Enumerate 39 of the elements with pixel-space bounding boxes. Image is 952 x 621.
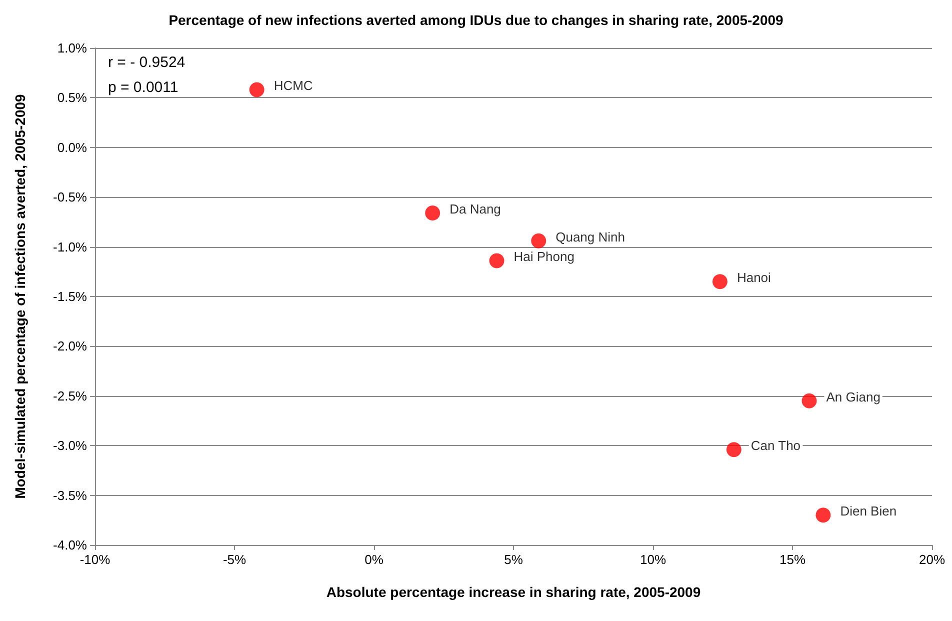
x-tick-label: -10% (80, 552, 111, 567)
chart-title: Percentage of new infections averted among IDUs due to changes in sharing rate, 2005-2009 (168, 12, 784, 28)
annotation: r = - 0.9524 (108, 54, 186, 71)
annotation: Da Nang (450, 202, 501, 217)
y-tick-label: -4.0% (53, 538, 88, 552)
y-tick-label: 0.5% (57, 90, 88, 106)
annotation: Hai Phong (514, 249, 574, 264)
y-tick-label: 0.0% (57, 140, 88, 155)
y-tick-label: -1.5% (53, 289, 88, 304)
y-tick-label: 1.0% (57, 40, 88, 56)
point (816, 508, 831, 523)
x-tick-label: 15% (779, 552, 806, 567)
y-tick-label: -3.5% (53, 488, 88, 503)
y-tick-label: -1.0% (53, 239, 88, 254)
annotation: Hanoi (736, 270, 772, 286)
y-axis-title: Model-simulated percentage of infections averted, 2005-2009 (12, 94, 28, 499)
point (489, 253, 504, 268)
annotation: Dien Bien (840, 504, 897, 519)
x-axis-title: Absolute percentage increase in sharing rate, 2005-2009 (326, 584, 701, 600)
annotation: Quang Ninh (556, 229, 625, 244)
annotation: Can Tho (750, 438, 801, 454)
point (712, 274, 728, 290)
y-tick-label: -2.0% (53, 338, 88, 354)
annotation: An Giang (826, 389, 880, 404)
x-tick-label: 0% (364, 552, 384, 567)
y-tick-label: -0.5% (53, 190, 88, 205)
point (802, 393, 817, 408)
point (726, 442, 742, 458)
x-tick-label: 20% (918, 552, 946, 567)
annotation: p = 0.0011 (108, 79, 178, 96)
point (249, 82, 264, 98)
point (531, 233, 546, 248)
x-tick-label: -5% (222, 552, 246, 567)
point (425, 206, 440, 220)
y-tick-label: -3.0% (53, 438, 88, 454)
x-tick-label: 5% (504, 552, 524, 567)
annotation: HCMC (274, 78, 313, 94)
y-tick-label: -2.5% (53, 388, 88, 404)
x-tick-label: 10% (640, 552, 666, 567)
